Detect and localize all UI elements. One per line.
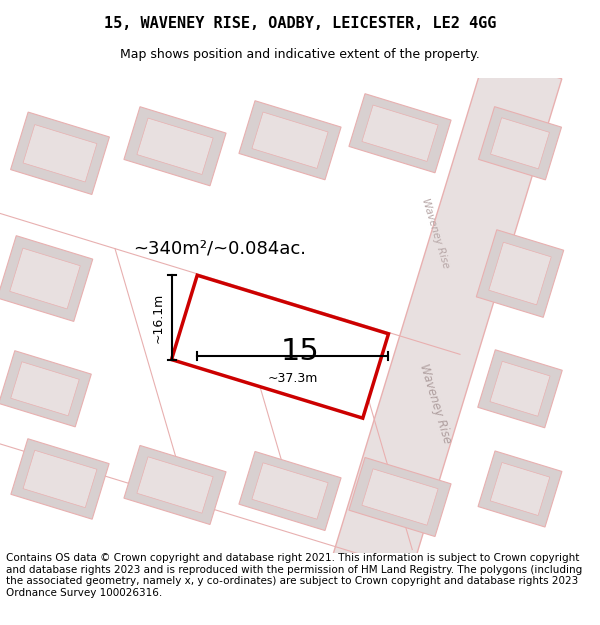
Text: 15: 15	[281, 338, 319, 366]
Text: ~37.3m: ~37.3m	[268, 372, 318, 385]
Polygon shape	[252, 112, 328, 168]
Polygon shape	[491, 118, 550, 169]
Polygon shape	[490, 462, 550, 516]
Polygon shape	[137, 118, 213, 174]
Text: Waveney Rise: Waveney Rise	[416, 362, 454, 445]
Text: Waveney Rise: Waveney Rise	[419, 198, 451, 270]
Polygon shape	[478, 350, 562, 428]
Polygon shape	[0, 351, 91, 427]
Polygon shape	[349, 94, 451, 172]
Text: Contains OS data © Crown copyright and database right 2021. This information is : Contains OS data © Crown copyright and d…	[6, 553, 582, 598]
Polygon shape	[137, 457, 213, 513]
Polygon shape	[490, 361, 550, 416]
Polygon shape	[11, 112, 109, 194]
Text: ~340m²/~0.084ac.: ~340m²/~0.084ac.	[133, 239, 307, 258]
Polygon shape	[489, 242, 551, 305]
Polygon shape	[239, 101, 341, 180]
Polygon shape	[478, 451, 562, 527]
Polygon shape	[172, 275, 388, 418]
Polygon shape	[362, 105, 438, 161]
Polygon shape	[362, 469, 438, 525]
Polygon shape	[0, 236, 93, 321]
Text: ~16.1m: ~16.1m	[152, 292, 165, 342]
Polygon shape	[11, 362, 79, 416]
Polygon shape	[478, 107, 562, 180]
Polygon shape	[298, 56, 562, 625]
Polygon shape	[252, 463, 328, 519]
Polygon shape	[476, 230, 564, 318]
Polygon shape	[10, 248, 80, 309]
Polygon shape	[124, 107, 226, 186]
Text: Map shows position and indicative extent of the property.: Map shows position and indicative extent…	[120, 48, 480, 61]
Text: 15, WAVENEY RISE, OADBY, LEICESTER, LE2 4GG: 15, WAVENEY RISE, OADBY, LEICESTER, LE2 …	[104, 16, 496, 31]
Polygon shape	[11, 439, 109, 519]
Polygon shape	[349, 458, 451, 536]
Polygon shape	[124, 446, 226, 524]
Polygon shape	[23, 124, 97, 182]
Polygon shape	[23, 450, 97, 508]
Polygon shape	[239, 451, 341, 531]
